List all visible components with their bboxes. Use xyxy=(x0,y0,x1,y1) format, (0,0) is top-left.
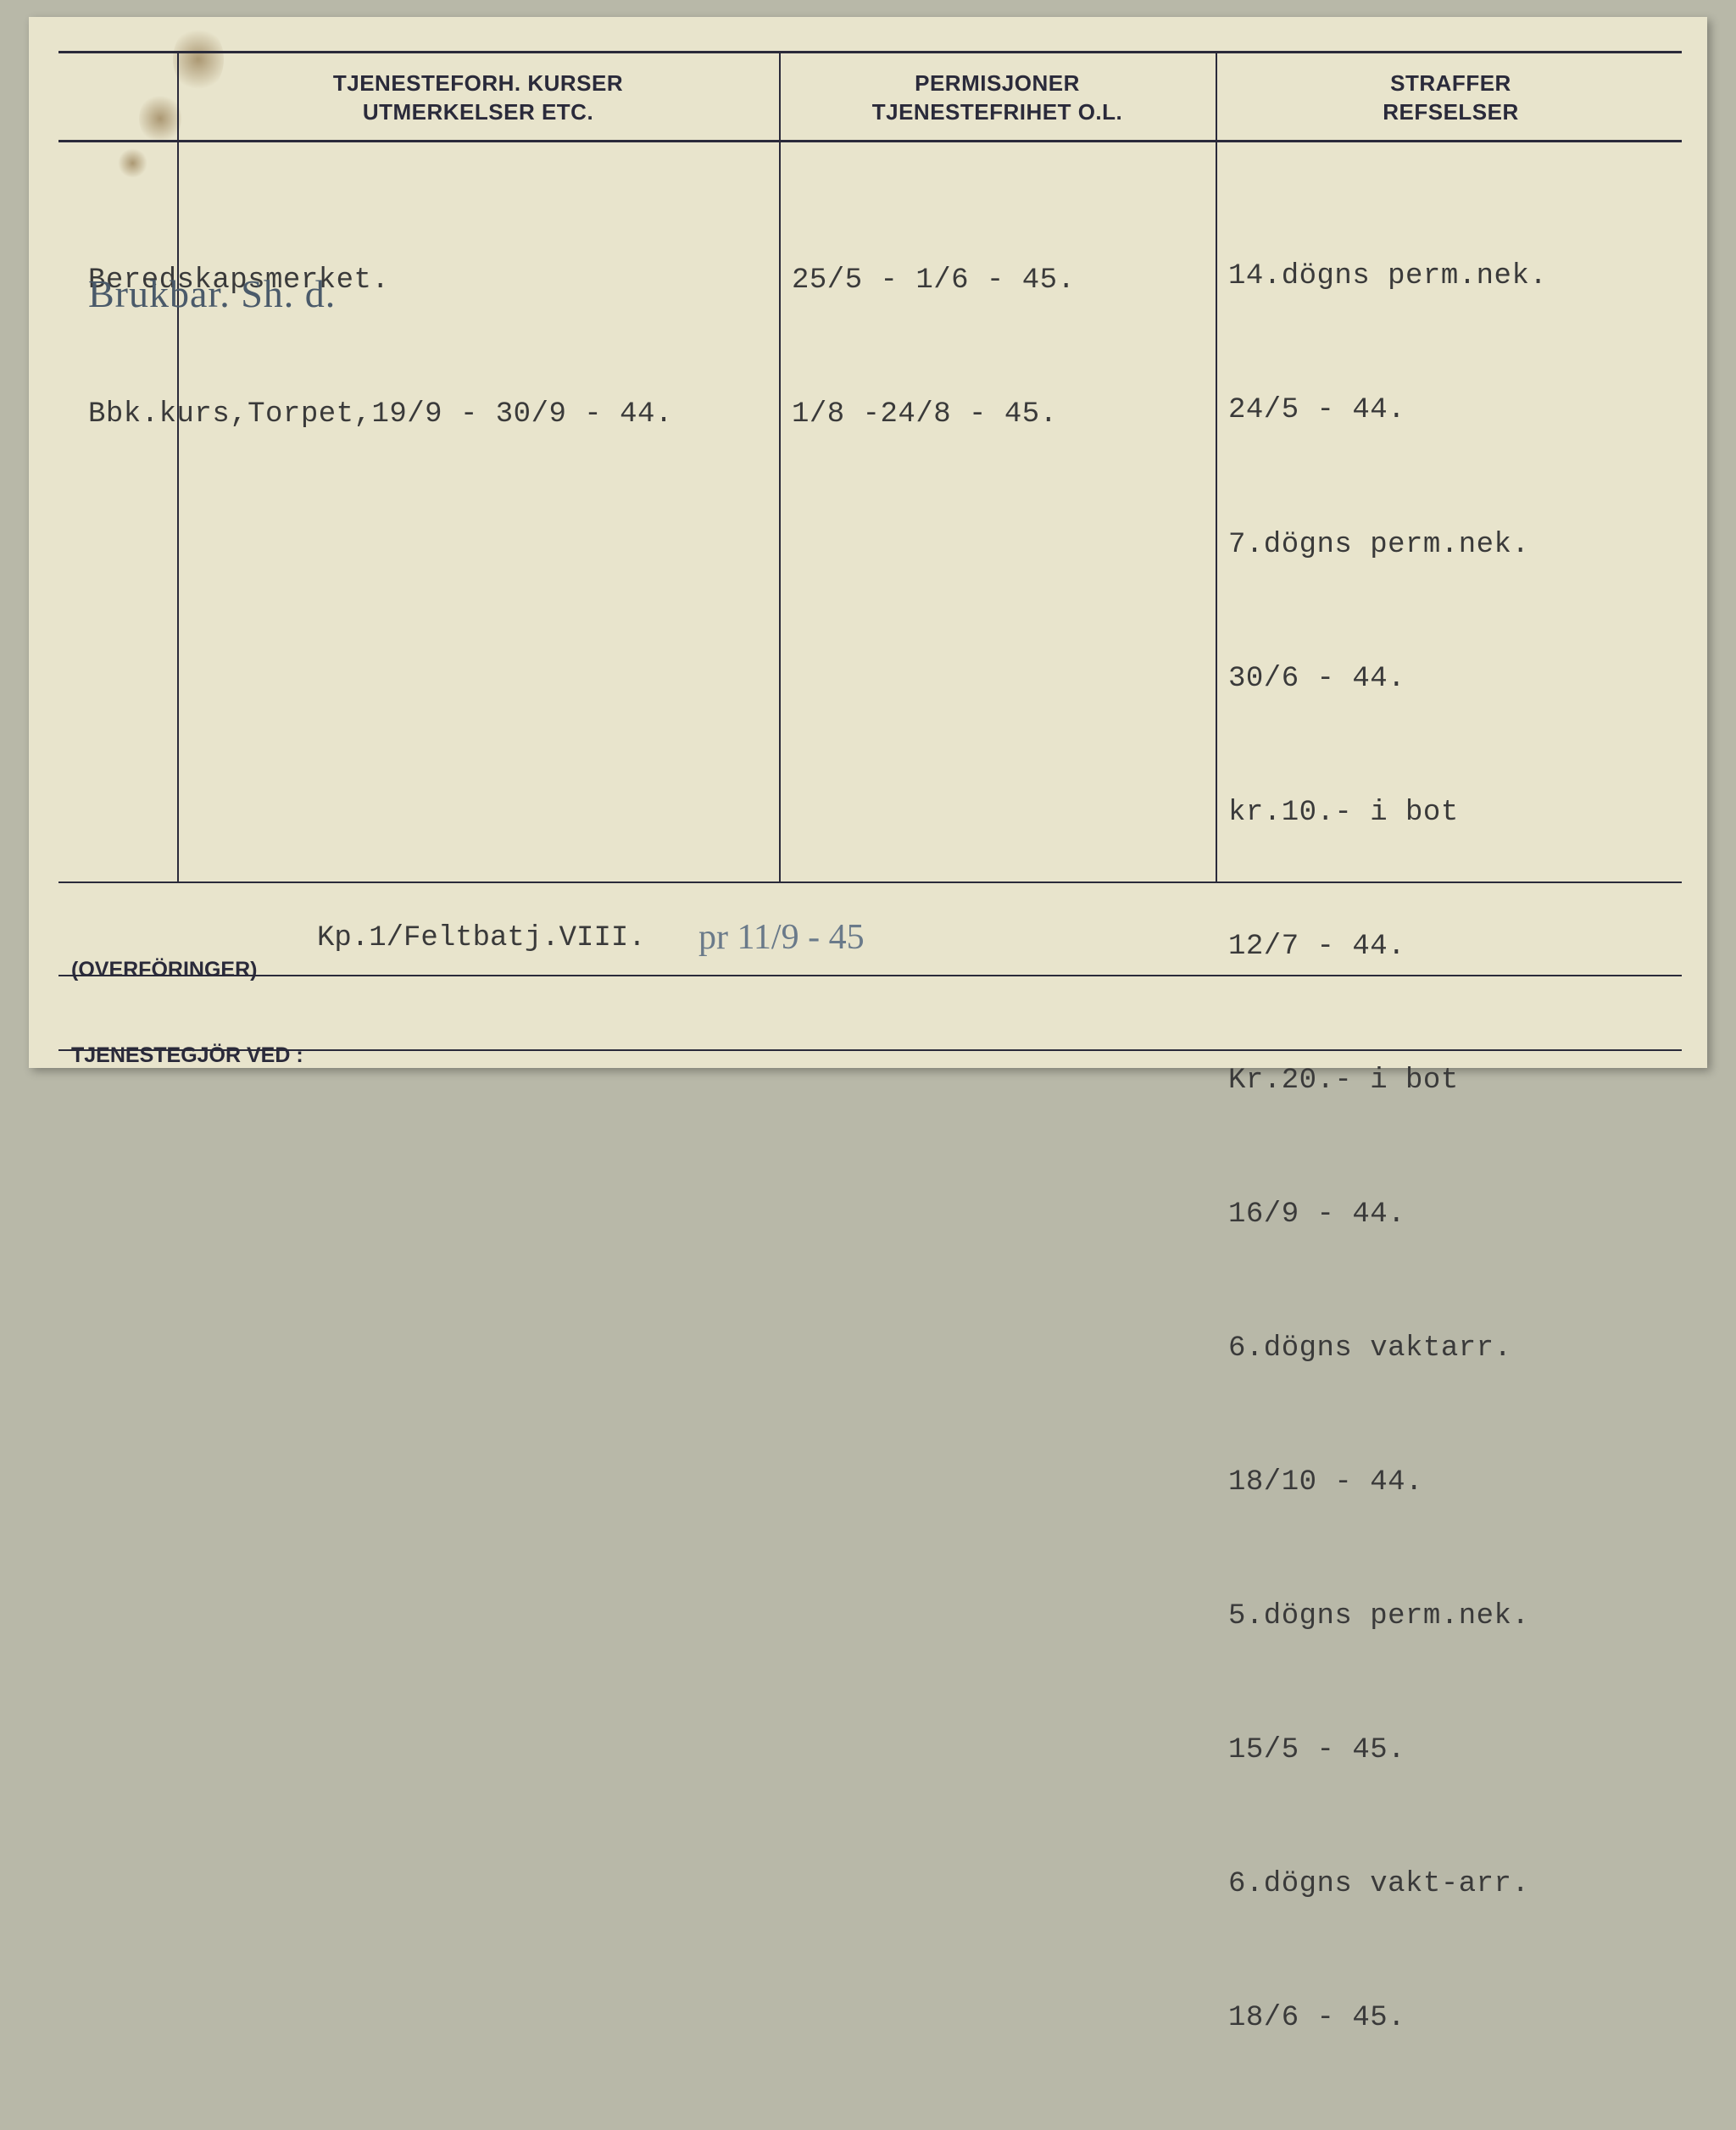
typed-line: 6.dögns vakt-arr. xyxy=(1228,1862,1690,1907)
typed-line: 25/5 - 1/6 - 45. xyxy=(792,259,1207,303)
rule-horizontal xyxy=(58,140,1682,142)
body-col-3: 14.dögns perm.nek. 24/5 - 44. 7.dögns pe… xyxy=(1228,165,1690,2130)
rule-vertical xyxy=(779,51,781,881)
footer-labels: (OVERFÖRINGER) TJENESTEGJÖR VED : xyxy=(71,898,303,1127)
typed-line: Kr.20.- i bot xyxy=(1228,1059,1690,1104)
typed-line: 6.dögns vaktarr. xyxy=(1228,1326,1690,1371)
footer-handwritten: pr 11/9 - 45 xyxy=(698,917,865,958)
header-col-3: STRAFFER REFSELSER xyxy=(1220,70,1682,127)
header-text: PERMISJONER xyxy=(783,70,1211,98)
typed-line: 1/8 -24/8 - 45. xyxy=(792,392,1207,437)
body-col-2: 25/5 - 1/6 - 45. 1/8 -24/8 - 45. xyxy=(792,170,1207,527)
handwritten-note: Brukbar. Sh. d. xyxy=(88,271,336,316)
typed-line: 24/5 - 44. xyxy=(1228,388,1690,433)
paper-stain xyxy=(139,93,181,144)
header-text: STRAFFER xyxy=(1220,70,1682,98)
footer-typed: Kp.1/Feltbatj.VIII. xyxy=(317,922,646,954)
header-text: TJENESTEFRIHET O.L. xyxy=(783,98,1211,127)
typed-line: 30/6 - 44. xyxy=(1228,657,1690,702)
header-col-1: TJENESTEFORH. KURSER UTMERKELSER ETC. xyxy=(181,70,775,127)
typed-line: 18/10 - 44. xyxy=(1228,1460,1690,1505)
body-col-1: Beredskapsmerket. Bbk.kurs,Torpet,19/9 -… xyxy=(88,170,775,527)
header-text: TJENESTEFORH. KURSER xyxy=(181,70,775,98)
footer-label-line: (OVERFÖRINGER) xyxy=(71,956,303,985)
typed-line: 18/6 - 45. xyxy=(1228,1996,1690,2041)
typed-line: 16/9 - 44. xyxy=(1228,1193,1690,1237)
typed-line: 15/5 - 45. xyxy=(1228,1728,1690,1773)
header-text: UTMERKELSER ETC. xyxy=(181,98,775,127)
rule-horizontal xyxy=(58,51,1682,53)
header-col-2: PERMISJONER TJENESTEFRIHET O.L. xyxy=(783,70,1211,127)
typed-line: 7.dögns perm.nek. xyxy=(1228,523,1690,568)
footer-label-line: TJENESTEGJÖR VED : xyxy=(71,1042,303,1071)
header-text: REFSELSER xyxy=(1220,98,1682,127)
typed-line: 14.dögns perm.nek. xyxy=(1228,254,1690,299)
rule-vertical xyxy=(1216,51,1217,881)
typed-line: 5.dögns perm.nek. xyxy=(1228,1594,1690,1639)
typed-line: kr.10.- i bot xyxy=(1228,791,1690,836)
typed-line: Bbk.kurs,Torpet,19/9 - 30/9 - 44. xyxy=(88,392,775,437)
typed-line: 12/7 - 44. xyxy=(1228,925,1690,970)
record-card: TJENESTEFORH. KURSER UTMERKELSER ETC. PE… xyxy=(29,17,1707,1068)
